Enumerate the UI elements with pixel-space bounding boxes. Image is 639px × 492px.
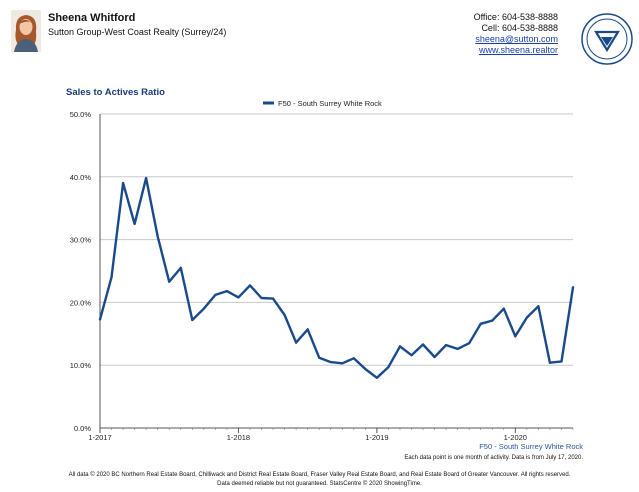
data-point — [237, 296, 240, 299]
data-point — [283, 313, 286, 317]
data-point — [214, 293, 217, 296]
data-point — [110, 276, 113, 279]
data-point — [318, 356, 321, 359]
chart-title: Sales to Actives Ratio — [66, 87, 165, 98]
data-point — [398, 345, 402, 348]
contact-block: Office: 604-538-8888 Cell: 604-538-8888 … — [474, 12, 558, 56]
data-point — [98, 318, 102, 321]
data-point — [295, 341, 298, 344]
series-line — [98, 176, 575, 379]
data-point — [248, 284, 252, 287]
x-tick-label: 1-2017 — [88, 433, 111, 442]
legend-label: F50 - South Surrey White Rock — [278, 99, 382, 108]
data-point — [121, 181, 125, 185]
data-point — [375, 376, 378, 379]
website-link[interactable]: www.sheena.realtor — [478, 45, 558, 55]
y-tick-label: 20.0% — [70, 298, 92, 307]
y-tick-label: 50.0% — [70, 110, 92, 119]
y-tick-label: 30.0% — [70, 236, 92, 245]
data-point — [156, 235, 159, 238]
data-point — [133, 222, 136, 225]
data-point — [306, 328, 309, 331]
report-header: Sheena Whitford Sutton Group-West Coast … — [0, 0, 639, 78]
y-tick-label: 40.0% — [70, 173, 92, 182]
data-point — [468, 342, 471, 345]
data-point — [341, 362, 344, 365]
data-point — [491, 319, 494, 322]
data-point — [271, 297, 275, 300]
series-label-bottom: F50 - South Surrey White Rock — [479, 442, 583, 451]
footer-copyright: All data © 2020 BC Northern Real Estate … — [68, 472, 571, 478]
y-tick-label: 0.0% — [74, 424, 91, 433]
x-tick-label: 1-2020 — [504, 433, 527, 442]
data-point — [479, 322, 482, 325]
data-point — [168, 280, 171, 283]
data-point — [225, 289, 229, 293]
data-point — [502, 307, 505, 310]
x-tick-label: 1-2018 — [227, 433, 250, 442]
data-note: Each data point is one month of activity… — [404, 455, 583, 461]
x-tick-label: 1-2019 — [365, 433, 388, 442]
data-point — [560, 360, 563, 363]
data-point — [421, 343, 425, 346]
data-point — [444, 344, 448, 347]
data-point — [387, 365, 390, 369]
data-point — [456, 347, 459, 350]
data-point — [571, 286, 575, 289]
data-point — [179, 266, 182, 269]
data-point — [548, 361, 552, 364]
data-point — [364, 367, 367, 371]
data-point — [514, 335, 517, 338]
agent-company: Sutton Group-West Coast Realty (Surrey/2… — [48, 27, 227, 37]
data-point — [329, 360, 332, 364]
data-point — [260, 296, 263, 300]
agent-photo — [11, 10, 41, 52]
footer-disclaimer: Data deemed reliable but not guaranteed.… — [217, 481, 422, 487]
cell-phone: Cell: 604-538-8888 — [481, 23, 558, 33]
data-point — [537, 305, 540, 308]
brokerage-logo-icon — [580, 12, 634, 66]
office-phone: Office: 604-538-8888 — [473, 12, 558, 22]
y-tick-label: 10.0% — [70, 361, 92, 370]
data-point — [191, 318, 194, 322]
email-link[interactable]: sheena@sutton.com — [475, 34, 558, 44]
data-point — [433, 355, 436, 359]
data-point — [352, 357, 355, 360]
data-point — [525, 316, 528, 319]
data-point — [410, 354, 413, 357]
data-point — [145, 176, 148, 180]
agent-name: Sheena Whitford — [48, 12, 136, 24]
data-point — [202, 307, 205, 310]
